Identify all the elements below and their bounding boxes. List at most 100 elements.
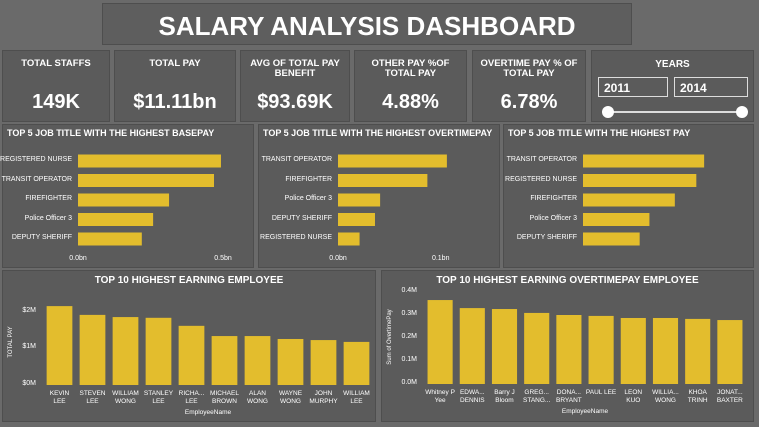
chart [46, 306, 370, 385]
x-tick-label: MICHAEL BROWN [210, 390, 239, 405]
bar [78, 174, 215, 187]
chart-title: TOP 5 JOB TITLE WITH THE HIGHEST PAY [508, 128, 691, 138]
bar [427, 300, 453, 384]
kpi-value: 149K [32, 91, 80, 113]
year-slicer[interactable]: YEARS 2011 2014 [591, 50, 754, 122]
x-tick-label: 0.5bn [214, 255, 232, 262]
chart-panel: TOP 5 JOB TITLE WITH THE HIGHEST BASEPAY… [0, 124, 254, 268]
chart-title: TOP 5 JOB TITLE WITH THE HIGHEST OVERTIM… [263, 128, 493, 138]
slider-handle[interactable] [602, 106, 614, 118]
bar [79, 314, 106, 385]
x-tick-label: STANLEY LEE [143, 390, 174, 405]
y-tick-label: DEPUTY SHERIFF [271, 214, 332, 222]
x-tick-label: KEVIN LEE [49, 390, 70, 405]
x-tick-label: EDWA... DENNIS [459, 389, 485, 404]
x-tick-label: PAUL LEE [585, 389, 617, 396]
x-tick-label: WILLIAM LEE [343, 390, 370, 405]
x-tick-label: 0.1bn [431, 255, 450, 262]
y-tick-label: FIREFIGHTER [285, 175, 332, 183]
bar [78, 213, 154, 226]
bar [491, 309, 518, 384]
year-from[interactable]: 2011 [598, 77, 668, 97]
bar [583, 154, 705, 168]
kpi-value: $11.11bn [133, 91, 217, 113]
slider[interactable] [592, 51, 755, 123]
y-tick-label: Police Officer 3 [529, 214, 577, 222]
kpi-card: OVERTIME PAY % OF TOTAL PAY 6.78% [472, 50, 586, 122]
x-tick-label: Whitney P Yee [425, 389, 455, 404]
chart-panel: TOP 10 HIGHEST EARNING OVERTIMEPAY EMPLO… [381, 270, 754, 422]
kpi-label: AVG OF TOTAL PAY BENEFIT [250, 58, 340, 79]
kpi-label: OTHER PAY %OF TOTAL PAY [371, 58, 450, 79]
x-tick-label: Barry J Bloom [494, 389, 515, 404]
bar [524, 312, 550, 384]
x-tick-label: RICHA... LEE [178, 390, 205, 405]
slider-handle[interactable] [736, 106, 748, 118]
kpi-card: TOTAL STAFFS 149K [2, 50, 110, 122]
bar [46, 306, 73, 385]
y-tick-label: 0.0M [401, 379, 417, 386]
y-tick-label: REGISTERED NURSE [505, 175, 577, 183]
y-axis-title: Sum of OvertimePay [387, 309, 393, 365]
bar [583, 193, 675, 207]
bar [338, 174, 428, 187]
y-tick-label: 0.4M [401, 287, 417, 294]
bar [717, 320, 743, 384]
dashboard-title: SALARY ANALYSIS DASHBOARD [158, 11, 576, 41]
bar [583, 232, 640, 246]
y-tick-label: $0M [22, 380, 36, 387]
x-tick-label: JOHN MURPHY [309, 390, 338, 405]
bar [277, 338, 304, 385]
bar [338, 193, 381, 207]
bar [652, 317, 679, 384]
y-tick-label: REGISTERED NURSE [0, 156, 72, 163]
x-tick-label: GREG... STANG... [523, 389, 551, 404]
y-tick-label: Police Officer 3 [284, 195, 332, 202]
x-tick-label: JONAT... BAXTER [716, 389, 743, 404]
bar [583, 213, 650, 226]
x-tick-label: WILLIA... WONG [652, 389, 679, 404]
x-tick-label: STEVEN LEE [79, 390, 106, 405]
y-axis-title: TOTAL PAY [8, 326, 14, 358]
y-tick-label: 0.1M [401, 356, 417, 363]
bar [620, 317, 646, 384]
bar [178, 325, 205, 385]
kpi-label: TOTAL PAY [149, 58, 201, 69]
y-tick-label: $2M [22, 306, 36, 314]
x-tick-label: DONA... BRYANT [556, 389, 582, 404]
chart-title: TOP 10 HIGHEST EARNING EMPLOYEE [94, 275, 284, 286]
x-axis-title: EmployeeName [184, 409, 232, 416]
bar [338, 154, 447, 168]
bar [78, 193, 170, 207]
y-tick-label: REGISTERED NURSE [260, 234, 332, 241]
bar [685, 318, 711, 384]
year-to[interactable]: 2014 [674, 77, 748, 97]
y-tick-label: DEPUTY SHERIFF [11, 234, 72, 241]
y-tick-label: Police Officer 3 [24, 214, 72, 222]
bar [338, 213, 375, 226]
x-tick-label: WAYNE WONG [278, 390, 303, 405]
chart-panel: TOP 5 JOB TITLE WITH THE HIGHEST PAY TRAN… [503, 124, 754, 268]
bar [343, 341, 370, 385]
x-tick-label: WILLIAM WONG [112, 390, 139, 405]
chart-title: TOP 10 HIGHEST EARNING OVERTIMEPAY EMPLO… [436, 275, 699, 286]
kpi-card: TOTAL PAY $11.11bn [114, 50, 236, 122]
bar [588, 315, 614, 384]
chart [427, 300, 743, 384]
kpi-label: OVERTIME PAY % OF TOTAL PAY [480, 58, 578, 79]
chart [78, 154, 221, 246]
bar [145, 317, 172, 385]
y-tick-label: FIREFIGHTER [25, 195, 72, 202]
x-tick-label: KHOA TRINH [687, 389, 708, 404]
y-tick-label: 0.2M [401, 333, 417, 340]
y-tick-label: TRANSIT OPERATOR [261, 156, 332, 163]
y-tick-label: 0.3M [401, 310, 417, 317]
bar [556, 315, 582, 384]
x-tick-label: 0.0bn [69, 255, 87, 262]
chart [338, 154, 447, 246]
chart-title: TOP 5 JOB TITLE WITH THE HIGHEST BASEPAY [7, 128, 215, 138]
x-tick-label: ALAN WONG [247, 390, 268, 405]
bar [583, 174, 697, 187]
bar [310, 340, 337, 385]
